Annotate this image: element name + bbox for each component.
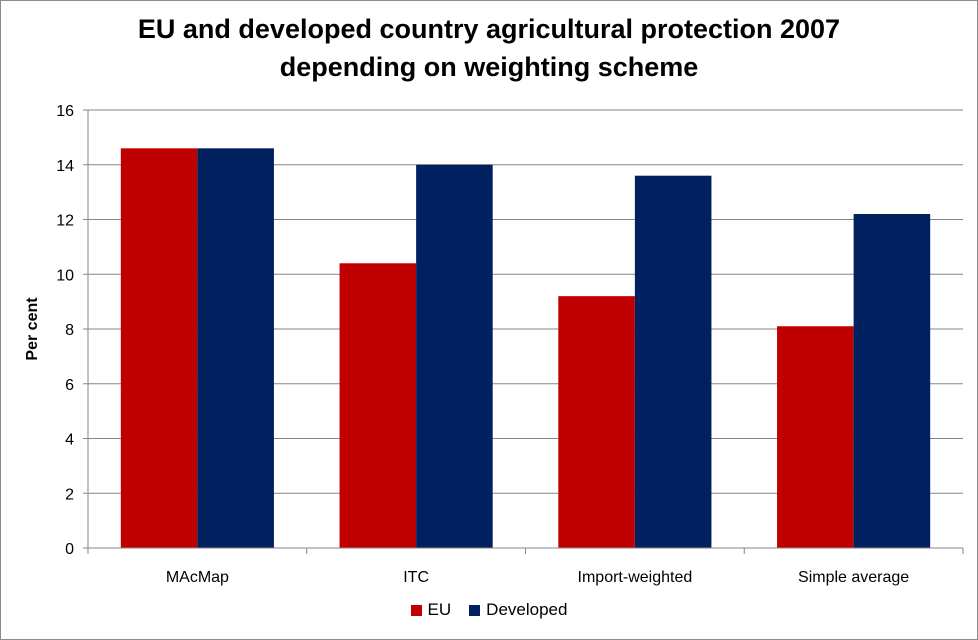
y-tick-label: 12: [56, 213, 74, 230]
x-tick-label: Simple average: [798, 569, 909, 586]
x-tick-label: Import-weighted: [578, 569, 693, 586]
y-tick-label: 14: [56, 158, 74, 175]
legend: EU Developed: [0, 600, 978, 620]
bar-developed-macmap: [197, 148, 274, 548]
bar-developed-itc: [416, 164, 493, 548]
bar-developed-import-weighted: [634, 175, 712, 548]
chart-title: EU and developed country agricultural pr…: [0, 10, 978, 86]
axes: [83, 109, 964, 554]
bar-eu-import-weighted: [558, 296, 635, 548]
y-axis-label: Per cent: [24, 297, 41, 361]
x-tick-labels: MAcMap ITC Import-weighted Simple average: [166, 569, 910, 586]
y-tick-label: 10: [56, 267, 74, 284]
chart-title-line-1: EU and developed country agricultural pr…: [137, 14, 841, 44]
legend-swatch-developed: [469, 604, 481, 616]
chart-title-line-2: depending on weighting scheme: [279, 52, 699, 82]
bars: [120, 148, 931, 548]
y-tick-label: 6: [65, 377, 74, 394]
y-tick-label: 0: [65, 541, 74, 558]
legend-label-eu: EU: [427, 600, 452, 619]
y-tick-label: 2: [65, 486, 74, 503]
legend-label-developed: Developed: [486, 600, 568, 619]
bar-eu-itc: [339, 263, 417, 548]
legend-item-eu: EU: [410, 600, 452, 620]
y-tick-labels: 0 2 4 6 8 10 12 14 16: [56, 103, 74, 558]
x-tick-label: MAcMap: [166, 569, 229, 586]
x-tick-label: ITC: [403, 569, 429, 586]
bar-eu-macmap: [120, 148, 198, 548]
y-tick-label: 4: [65, 432, 74, 449]
y-tick-label: 16: [56, 103, 74, 120]
bar-developed-simple-average: [853, 214, 931, 548]
y-tick-label: 8: [65, 322, 74, 339]
bar-eu-simple-average: [777, 326, 854, 548]
legend-swatch-eu: [410, 604, 422, 616]
legend-item-developed: Developed: [469, 600, 567, 620]
